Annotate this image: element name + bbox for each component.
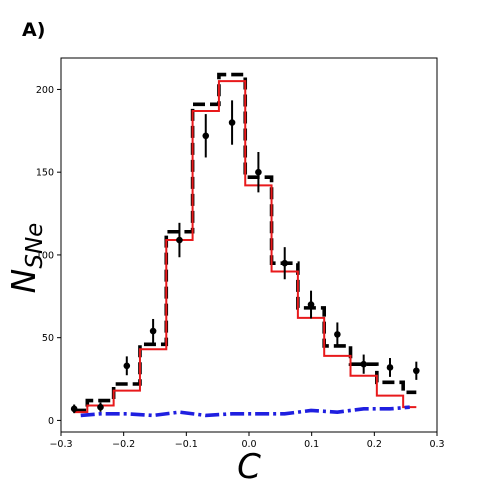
x-tick-label: 0.2 — [367, 439, 382, 450]
data-point — [281, 259, 289, 267]
y-tick-label: 0 — [48, 416, 54, 427]
x-axis-label: C — [237, 447, 261, 485]
y-tick-label: 150 — [36, 168, 54, 179]
series-dashed-step-line — [74, 72, 417, 413]
x-tick-label: −0.1 — [175, 439, 198, 450]
y-axis-label: NSNe — [4, 223, 48, 294]
data-point — [97, 403, 104, 411]
data-point — [70, 405, 78, 413]
data-point — [149, 327, 157, 335]
data-point — [386, 364, 394, 371]
y-tick-label: 100 — [36, 250, 54, 261]
data-layer — [70, 72, 420, 418]
ticks-layer: −0.3 −0.2 −0.1 0.0 0.1 0.2 0.3 0 50 100 150 200 — [36, 85, 445, 450]
data-point — [228, 119, 236, 126]
plot-frame — [60, 57, 438, 433]
data-point — [334, 331, 341, 338]
series-solid-step-line — [74, 80, 417, 414]
x-tick-label: −0.2 — [112, 439, 135, 450]
data-point — [360, 360, 367, 368]
data-point — [255, 168, 262, 176]
data-point — [413, 367, 420, 375]
data-point — [307, 301, 315, 308]
data-point — [202, 132, 210, 140]
data-point — [176, 236, 183, 244]
x-tick-label: 0.1 — [304, 439, 319, 450]
panel-label: A) — [22, 19, 46, 41]
y-axis-label-sub: SNe — [22, 223, 48, 269]
series-dashdot-line — [80, 405, 410, 418]
y-tick-label: 50 — [42, 333, 54, 344]
x-tick-label: 0.3 — [429, 439, 444, 450]
y-tick-label: 200 — [36, 85, 54, 96]
x-tick-label: −0.3 — [49, 439, 72, 450]
data-point — [123, 362, 131, 370]
x-tick-label: 0.0 — [241, 439, 256, 450]
y-axis-label-base: N — [4, 269, 43, 294]
